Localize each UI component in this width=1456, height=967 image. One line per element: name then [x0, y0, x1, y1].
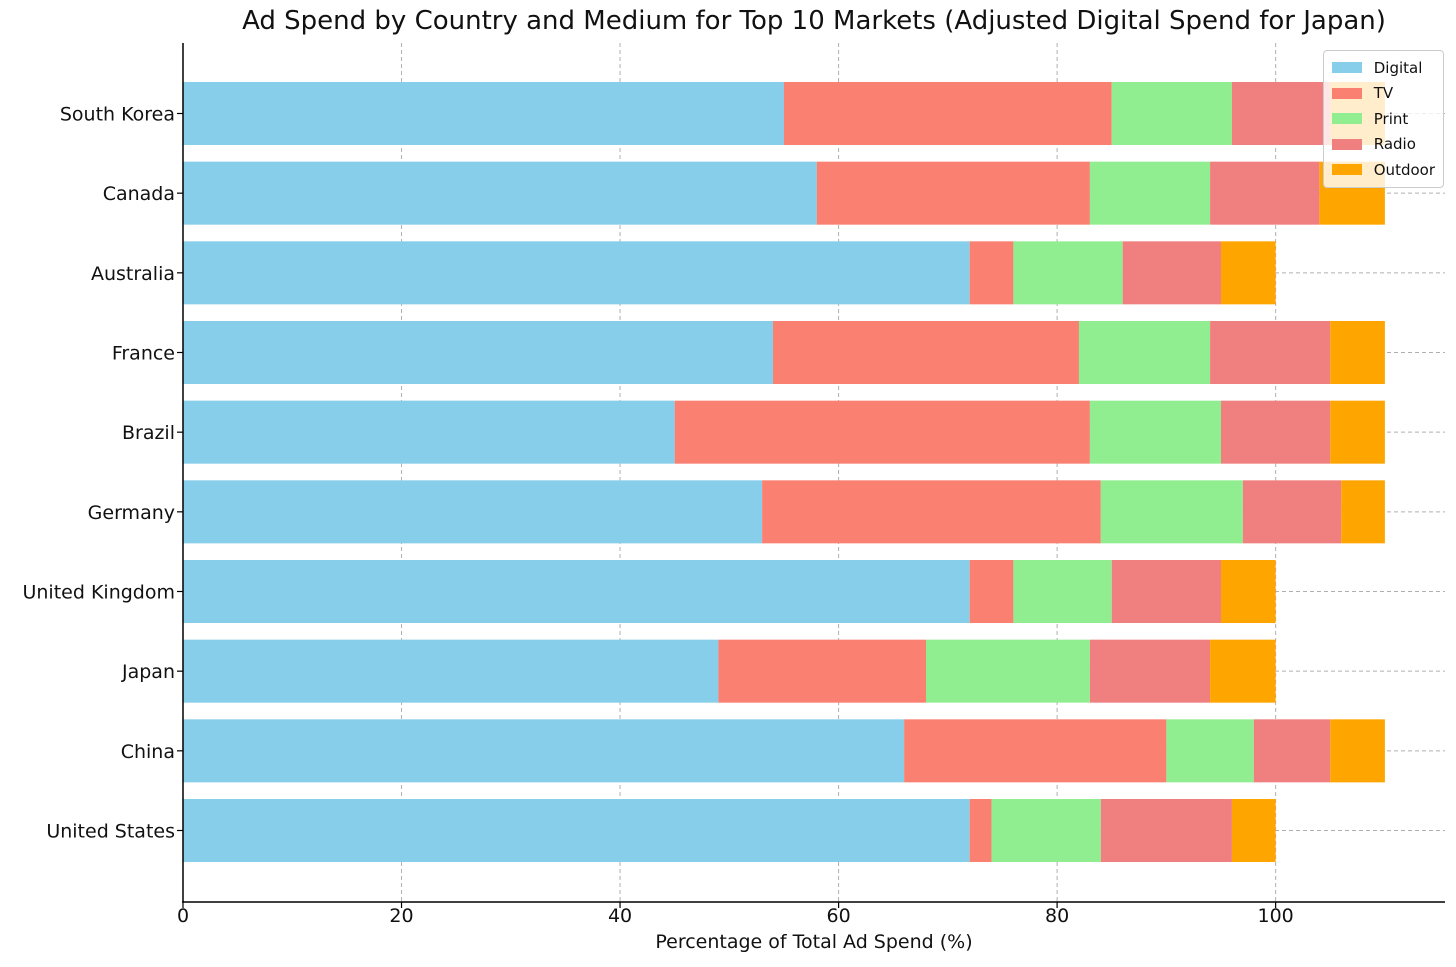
bar-radio [1122, 241, 1222, 305]
bar-tv [816, 161, 1090, 225]
y-tick-label: Canada [103, 183, 175, 205]
bar-outdoor [1210, 639, 1276, 703]
bar-digital [183, 161, 817, 225]
chart-title: Ad Spend by Country and Medium for Top 1… [242, 6, 1386, 36]
legend-item: Outdoor [1331, 157, 1435, 183]
x-tick-label: 20 [389, 905, 413, 927]
bar-tv [674, 400, 1090, 464]
bar-tv [969, 241, 1014, 305]
bar-digital [183, 719, 905, 783]
y-tick-label: Brazil [122, 422, 175, 444]
bar-tv [969, 799, 992, 862]
y-tick-label: Germany [88, 502, 175, 524]
bar-outdoor [1330, 321, 1385, 384]
bar-tv [969, 560, 1014, 623]
bar-radio [1210, 161, 1320, 225]
bar-print [1111, 82, 1232, 145]
bar-outdoor [1330, 400, 1385, 464]
bar-print [1166, 719, 1254, 783]
bar-tv [904, 719, 1167, 783]
legend-item: TV [1331, 81, 1435, 107]
x-axis-label: Percentage of Total Ad Spend (%) [655, 931, 973, 953]
legend-item: Digital [1331, 55, 1435, 81]
y-tick-label: United Kingdom [22, 582, 175, 604]
x-tick-label: 60 [826, 905, 850, 927]
y-tick-label: Japan [121, 661, 175, 683]
x-tick-label: 40 [608, 905, 632, 927]
bar-outdoor [1341, 480, 1385, 544]
bar-digital [183, 400, 675, 464]
x-tick-label: 80 [1045, 905, 1069, 927]
bar-radio [1111, 560, 1222, 623]
legend-label: Print [1373, 109, 1409, 128]
bar-print [1089, 400, 1222, 464]
bar-radio [1221, 400, 1331, 464]
legend-label: Outdoor [1373, 160, 1435, 179]
bar-outdoor [1330, 719, 1385, 783]
bar-print [1013, 560, 1112, 623]
bar-digital [183, 560, 970, 623]
bar-tv [783, 82, 1112, 145]
bar-tv [762, 480, 1101, 544]
bar-digital [183, 639, 719, 703]
bar-print [1078, 321, 1211, 384]
y-tick-label: China [121, 741, 175, 763]
legend-label: Radio [1373, 135, 1416, 154]
y-tick-label: France [112, 343, 175, 365]
bar-tv [718, 639, 926, 703]
bar-digital [183, 480, 763, 544]
y-tick-label: South Korea [60, 104, 175, 126]
y-tick-label: Australia [91, 263, 175, 285]
bar-radio [1089, 639, 1211, 703]
legend-swatch [1331, 113, 1362, 125]
bar-radio [1231, 82, 1331, 145]
bar-digital [183, 241, 970, 305]
legend-swatch [1331, 87, 1362, 99]
legend-item: Print [1331, 106, 1435, 132]
bar-radio [1210, 321, 1331, 384]
bar-print [1100, 480, 1243, 544]
legend-swatch [1331, 62, 1362, 74]
x-tick-label: 100 [1258, 905, 1294, 927]
bar-radio [1253, 719, 1331, 783]
x-tick-label: 0 [177, 905, 189, 927]
bar-print [925, 639, 1090, 703]
legend-swatch [1331, 164, 1362, 176]
legend-label: TV [1373, 84, 1394, 103]
bar-digital [183, 82, 784, 145]
bars [183, 82, 1385, 862]
axes [182, 43, 1445, 903]
bar-digital [183, 321, 774, 384]
bar-radio [1242, 480, 1342, 544]
bar-digital [183, 799, 970, 862]
bar-tv [773, 321, 1079, 384]
legend: Digital TV Print Radio Outdoor [1322, 50, 1444, 188]
legend-item: Radio [1331, 132, 1435, 158]
bar-outdoor [1221, 241, 1276, 305]
bar-print [1089, 161, 1211, 225]
bar-outdoor [1231, 799, 1276, 862]
legend-swatch [1331, 138, 1362, 150]
tick-labels: 0 20 40 60 80 100 United States China Japan Unite… [22, 104, 1293, 928]
legend-label: Digital [1373, 58, 1423, 77]
bar-radio [1100, 799, 1232, 862]
bar-outdoor [1221, 560, 1276, 623]
bar-print [1013, 241, 1123, 305]
bar-print [991, 799, 1101, 862]
y-tick-label: United States [46, 821, 175, 843]
